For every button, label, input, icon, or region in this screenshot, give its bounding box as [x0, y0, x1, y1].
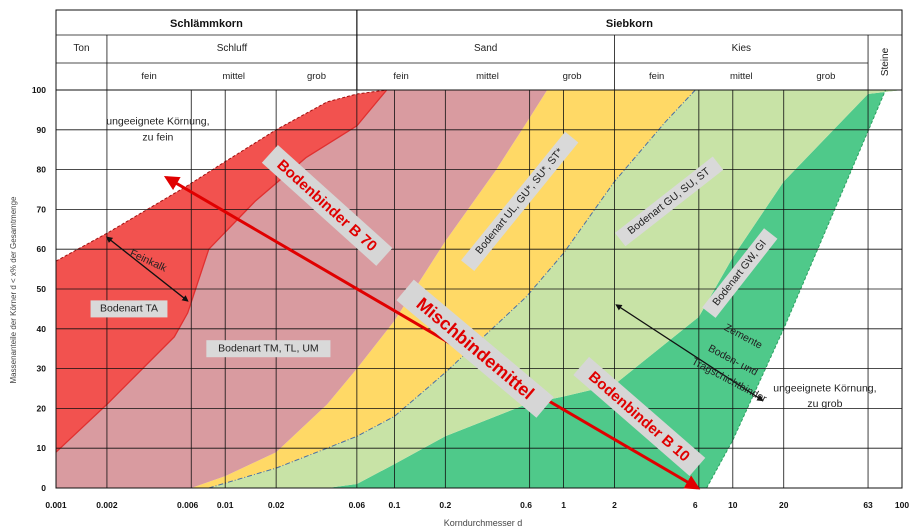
x-tick-label: 0.002: [96, 500, 118, 510]
x-tick-label: 100: [895, 500, 909, 510]
fill-red: [56, 90, 387, 453]
y-tick-label: 30: [37, 364, 47, 374]
y-tick-label: 70: [37, 204, 47, 214]
axis-ticks: 0.001 0.002 0.006 0.01 0.02 0.06 0.1 0.2 0.6 1 2 6 1…: [32, 85, 910, 510]
binder-box: [396, 279, 554, 418]
header-subgroup-label: Kies: [732, 43, 751, 54]
annotation-text: Bodenart TM, TL, UM: [218, 342, 319, 354]
binder-box: [573, 356, 706, 476]
header-fraction-label: mittel: [476, 71, 499, 82]
x-tick-label: 0.001: [45, 500, 67, 510]
binder-box: [261, 144, 393, 266]
header-fraction-label: fein: [649, 71, 664, 82]
curve-c2: [55, 89, 387, 262]
header-subgroup-label: Sand: [474, 43, 497, 54]
y-tick-label: 60: [37, 244, 47, 254]
x-tick-label: 0.01: [217, 500, 234, 510]
x-tick-label: 0.1: [388, 500, 400, 510]
header-subgroup-label: Schluff: [217, 43, 248, 54]
x-tick-label: 1: [561, 500, 566, 510]
y-tick-label: 80: [37, 165, 47, 175]
annotation: Bodenart TA: [90, 300, 168, 318]
header-fraction-label: grob: [816, 71, 835, 82]
annotation-box: [702, 228, 778, 318]
annotation-text: ungeeignete Körnung,: [773, 382, 876, 394]
annotation-text: zu grob: [807, 398, 842, 410]
x-tick-label: 10: [728, 500, 738, 510]
header-group-label: Siebkorn: [606, 18, 653, 30]
x-tick-label: 0.6: [520, 500, 532, 510]
annotation: Bodenart TM, TL, UM: [206, 340, 331, 358]
annotation: ungeeignete Körnung,: [106, 116, 209, 128]
y-tick-label: 100: [32, 85, 46, 95]
header-table: Schlämmkorn Siebkorn Ton Schluff Sand Kies Ste…: [55, 10, 902, 90]
x-tick-label: 0.02: [268, 500, 285, 510]
annotation-box: [206, 340, 331, 358]
annotation: zu grob: [807, 398, 842, 410]
annotation-box: [614, 156, 724, 247]
annotation-text: zu fein: [142, 132, 173, 144]
double-arrow: [615, 304, 764, 402]
x-tick-label: 6: [693, 500, 698, 510]
annotation: zu fein: [142, 132, 173, 144]
y-tick-label: 50: [37, 284, 47, 294]
y-tick-label: 40: [37, 324, 47, 334]
annotation: ungeeignete Körnung,: [773, 382, 876, 394]
y-tick-label: 10: [37, 443, 47, 453]
x-tick-label: 2: [612, 500, 617, 510]
header-subgroup-label: Ton: [73, 43, 89, 54]
x-tick-label: 0.2: [439, 500, 451, 510]
header-fraction-label: mittel: [222, 71, 245, 82]
header-fraction-label: fein: [393, 71, 408, 82]
x-tick-label: 0.006: [177, 500, 199, 510]
x-axis-title: Korndurchmesser d: [444, 518, 523, 528]
y-axis-title: Massenanteile der Körner d < x% der Gesa…: [9, 196, 18, 384]
header-fraction-label: grob: [307, 71, 326, 82]
y-tick-label: 0: [41, 483, 46, 493]
header-fraction-label: mittel: [730, 71, 753, 82]
header-group-label: Schlämmkorn: [170, 18, 243, 30]
x-tick-label: 63: [863, 500, 873, 510]
annotation-box: [90, 300, 168, 318]
header-fraction-label: grob: [563, 71, 582, 82]
x-tick-label: 0.06: [349, 500, 366, 510]
y-tick-label: 20: [37, 403, 47, 413]
header-fraction-label: fein: [141, 71, 156, 82]
double-arrow: [163, 176, 701, 490]
header-subgroup-label: Steine: [880, 47, 891, 76]
annotation-text: ungeeignete Körnung,: [106, 116, 209, 128]
annotation-box: [461, 131, 579, 272]
x-tick-label: 20: [779, 500, 789, 510]
y-tick-label: 90: [37, 125, 47, 135]
double-arrow: [105, 236, 189, 302]
annotation-text: Bodenart TA: [100, 303, 158, 315]
